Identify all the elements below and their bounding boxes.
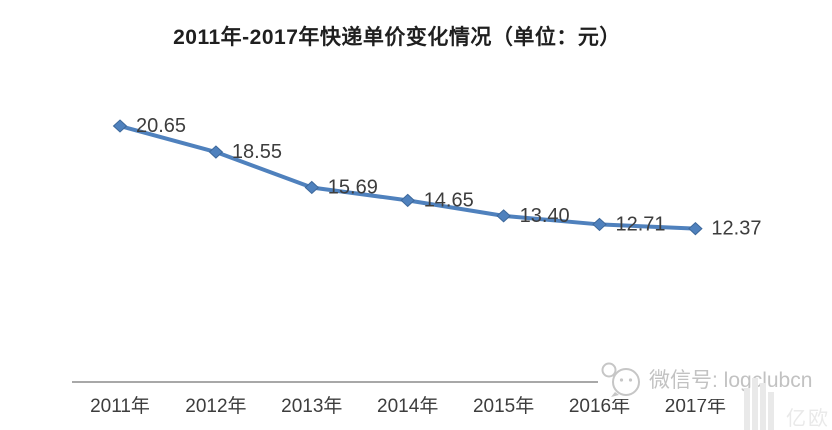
data-point-label: 14.65	[424, 189, 474, 211]
data-point-marker	[304, 180, 320, 195]
data-point-marker	[400, 193, 415, 208]
data-point-label: 12.37	[711, 218, 761, 240]
x-axis-tick-label: 2014年	[377, 395, 438, 417]
yiou-logo-text: 亿欧	[786, 408, 830, 430]
x-axis-tick-label: 2012年	[185, 395, 246, 417]
data-point-marker	[496, 209, 511, 223]
x-axis-tick-label: 2011年	[90, 395, 150, 417]
wechat-watermark: 微信号: logclubcn	[598, 359, 816, 399]
data-point-marker	[592, 217, 607, 232]
data-point-marker	[688, 221, 703, 236]
x-axis-tick-label: 2015年	[473, 395, 534, 417]
x-axis-tick-label: 2013年	[281, 395, 342, 417]
wechat-bubbles-icon	[601, 362, 640, 397]
chart-title: 2011年-2017年快递单价变化情况（单位：元）	[173, 26, 621, 49]
yiou-bars-icon	[744, 378, 774, 430]
yiou-logo-watermark: 亿欧	[744, 378, 832, 430]
data-point-marker	[112, 119, 128, 133]
x-axis-tick-label: 2016年	[569, 395, 630, 417]
data-point-label: 20.65	[136, 115, 186, 137]
data-point-label: 18.55	[232, 141, 282, 163]
data-point-label: 13.40	[520, 205, 570, 227]
data-point-label: 15.69	[328, 176, 378, 198]
data-point-marker	[208, 145, 224, 159]
series-line	[118, 124, 698, 231]
wechat-watermark-text: 微信号: logclubcn	[649, 369, 813, 392]
x-axis-tick-label: 2017年	[665, 395, 726, 417]
data-point-label: 12.71	[616, 213, 666, 235]
